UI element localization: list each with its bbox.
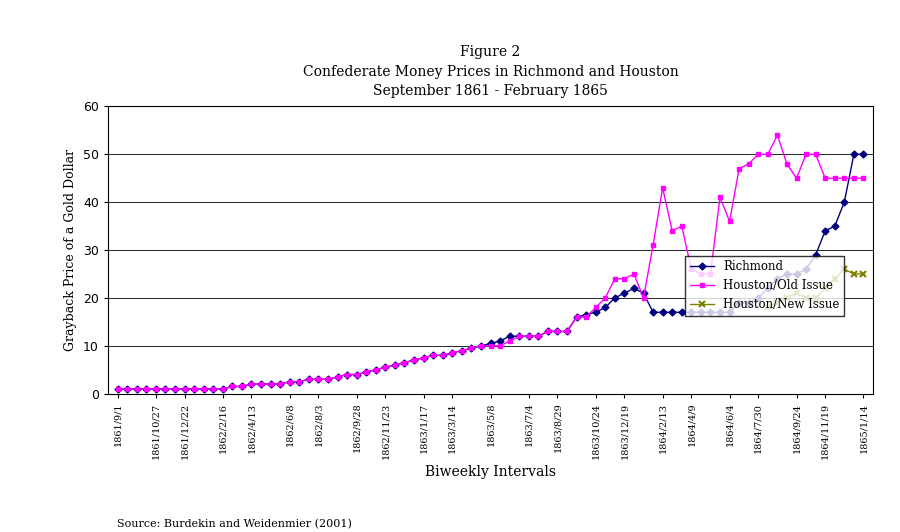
Richmond (112, 386, 123, 392)
Legend: Richmond, Houston/Old Issue, Houston/New Issue: Richmond, Houston/Old Issue, Houston/New… (685, 256, 844, 316)
Houston/Old Issue (409, 357, 419, 363)
Richmond (293, 379, 304, 385)
Richmond (418, 355, 429, 361)
Title: Figure 2
Confederate Money Prices in Richmond and Houston
September 1861 - Febru: Figure 2 Confederate Money Prices in Ric… (302, 45, 679, 98)
Houston/New Issue (772, 300, 783, 306)
Houston/New Issue (791, 290, 802, 296)
Text: Source: Burdekin and Weidenmier (2001): Source: Burdekin and Weidenmier (2001) (117, 519, 352, 529)
Line: Houston/Old Issue: Houston/Old Issue (115, 132, 866, 392)
X-axis label: Biweekly Intervals: Biweekly Intervals (425, 464, 556, 478)
Houston/Old Issue (418, 355, 429, 361)
Houston/New Issue (810, 295, 821, 301)
Houston/New Issue (781, 295, 792, 301)
Houston/New Issue (849, 271, 859, 277)
Houston/New Issue (762, 304, 773, 311)
Houston/Old Issue (313, 376, 324, 383)
Richmond (313, 376, 324, 383)
Line: Houston/New Issue: Houston/New Issue (764, 265, 867, 311)
Y-axis label: Grayback Price of a Gold Dollar: Grayback Price of a Gold Dollar (65, 149, 77, 351)
Richmond (657, 309, 668, 315)
Richmond (543, 328, 553, 335)
Houston/Old Issue (543, 328, 553, 335)
Houston/Old Issue (657, 185, 668, 191)
Houston/New Issue (801, 295, 812, 301)
Houston/New Issue (820, 285, 831, 292)
Houston/New Issue (839, 266, 850, 272)
Richmond (849, 151, 859, 157)
Houston/New Issue (830, 276, 841, 282)
Line: Richmond: Richmond (115, 152, 866, 392)
Houston/Old Issue (858, 175, 868, 181)
Houston/Old Issue (112, 386, 123, 392)
Houston/Old Issue (772, 132, 783, 138)
Houston/Old Issue (293, 379, 304, 385)
Houston/New Issue (858, 271, 868, 277)
Richmond (409, 357, 419, 363)
Richmond (858, 151, 868, 157)
